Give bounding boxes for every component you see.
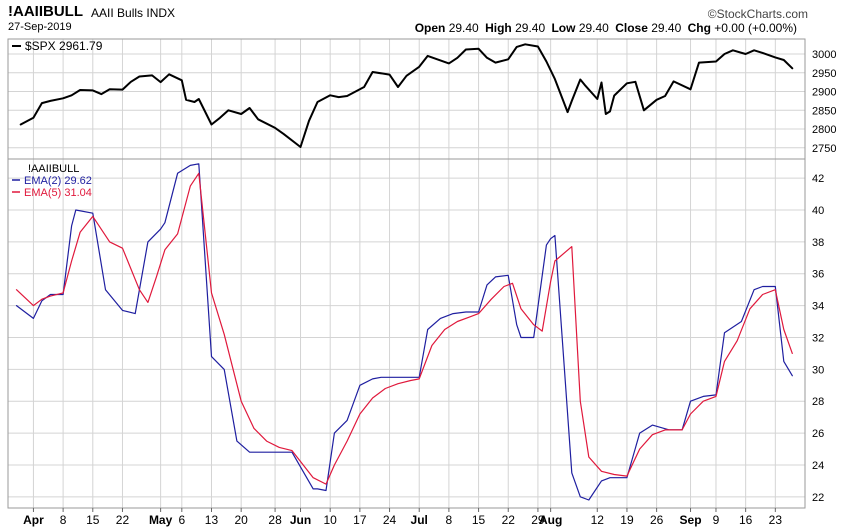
x-tick-label: 15 bbox=[472, 513, 486, 527]
x-tick-label: 12 bbox=[591, 513, 605, 527]
x-tick-label: 17 bbox=[353, 513, 367, 527]
series-line-aaii-0 bbox=[15, 163, 793, 501]
quote-bar: Open 29.40 High 29.40 Low 29.40 Close 29… bbox=[415, 21, 797, 35]
x-tick-label: 9 bbox=[713, 513, 720, 527]
x-tick-label: Sep bbox=[680, 513, 702, 527]
x-tick-label: 23 bbox=[769, 513, 783, 527]
chart-frame bbox=[7, 38, 806, 509]
x-tick-label: 6 bbox=[178, 513, 185, 527]
quote-chg-value: +0.00 (+0.00%) bbox=[714, 21, 797, 35]
x-tick-label: 22 bbox=[502, 513, 516, 527]
y-tick-label: 2950 bbox=[812, 68, 836, 80]
x-tick-label: 26 bbox=[650, 513, 664, 527]
quote-low-label: Low bbox=[551, 21, 576, 35]
x-tick-label: 19 bbox=[620, 513, 634, 527]
y-tick-label: 22 bbox=[812, 492, 824, 504]
y-tick-label: 24 bbox=[812, 460, 824, 472]
quote-open-label: Open bbox=[414, 21, 446, 35]
upper-panel-grid bbox=[8, 53, 805, 149]
y-tick-label: 2850 bbox=[812, 105, 836, 117]
vertical-grid bbox=[32, 39, 776, 508]
y-tick-label: 36 bbox=[812, 269, 824, 281]
x-tick-label: Jul bbox=[411, 513, 428, 527]
chart-date: 27-Sep-2019 bbox=[8, 21, 72, 33]
y-tick-label: 34 bbox=[812, 301, 824, 313]
quote-close-label: Close bbox=[615, 21, 648, 35]
y-tick-label: 30 bbox=[812, 364, 824, 376]
x-tick-label: 29 bbox=[531, 513, 545, 527]
y-tick-label: 2900 bbox=[812, 87, 836, 99]
y-tick-label: 42 bbox=[812, 173, 824, 185]
quote-high-label: High bbox=[485, 21, 512, 35]
y-tick-label: 28 bbox=[812, 396, 824, 408]
y-tick-label: 32 bbox=[812, 332, 824, 344]
legend-label-ema0: EMA(2) 29.62 bbox=[24, 175, 92, 187]
legend-label-ema1: EMA(5) 31.04 bbox=[24, 187, 92, 199]
lower-panel-grid bbox=[8, 177, 805, 498]
y-tick-label: 40 bbox=[812, 205, 824, 217]
x-tick-label: 24 bbox=[383, 513, 397, 527]
x-tick-labels: Apr 8 15 22 May 6 13 20 28 Jun 10 17 24 Jul 8 15 22 29Aug… bbox=[23, 508, 782, 527]
x-tick-label: 28 bbox=[268, 513, 282, 527]
x-tick-label: 13 bbox=[205, 513, 219, 527]
x-tick-label: Jun bbox=[290, 513, 311, 527]
x-tick-label: May bbox=[149, 513, 173, 527]
y-tick-label: 2800 bbox=[812, 124, 836, 136]
x-tick-label: 16 bbox=[739, 513, 753, 527]
x-tick-label: 8 bbox=[446, 513, 453, 527]
brand-label: ©StockCharts.com bbox=[707, 7, 808, 21]
x-tick-label: 20 bbox=[234, 513, 248, 527]
x-tick-label: 15 bbox=[86, 513, 100, 527]
y-tick-label: 3000 bbox=[812, 49, 836, 61]
x-tick-label: Aug bbox=[539, 513, 562, 527]
legend-label-spx: $SPX 2961.79 bbox=[25, 39, 103, 53]
x-tick-label: 8 bbox=[60, 513, 67, 527]
series-line-aaii-1 bbox=[15, 172, 793, 485]
quote-chg-label: Chg bbox=[687, 21, 711, 35]
y-tick-label: 26 bbox=[812, 428, 824, 440]
series-line-spx-0 bbox=[19, 43, 794, 148]
quote-high-value: 29.40 bbox=[515, 21, 546, 35]
quote-low-value: 29.40 bbox=[578, 21, 609, 35]
x-tick-label: 22 bbox=[116, 513, 130, 527]
copyright-icon: © bbox=[707, 7, 717, 21]
x-tick-label: Apr bbox=[23, 513, 44, 527]
lower-panel-title: !AAIIBULL bbox=[28, 163, 79, 175]
upper-panel-border bbox=[7, 38, 806, 160]
y-tick-labels: 2750 2800 2850 2900 2950 3000 22 24 26 28 30 32 34 36… bbox=[812, 49, 836, 504]
y-tick-label: 2750 bbox=[812, 143, 836, 155]
symbol-name: AAII Bulls INDX bbox=[91, 6, 176, 20]
lower-panel-border bbox=[7, 158, 806, 509]
quote-open-value: 29.40 bbox=[448, 21, 479, 35]
series-layer bbox=[15, 43, 794, 501]
x-tick-label: 10 bbox=[324, 513, 338, 527]
symbol-title: !AAIIBULL bbox=[8, 3, 83, 20]
y-tick-label: 38 bbox=[812, 237, 824, 249]
quote-close-value: 29.40 bbox=[651, 21, 682, 35]
